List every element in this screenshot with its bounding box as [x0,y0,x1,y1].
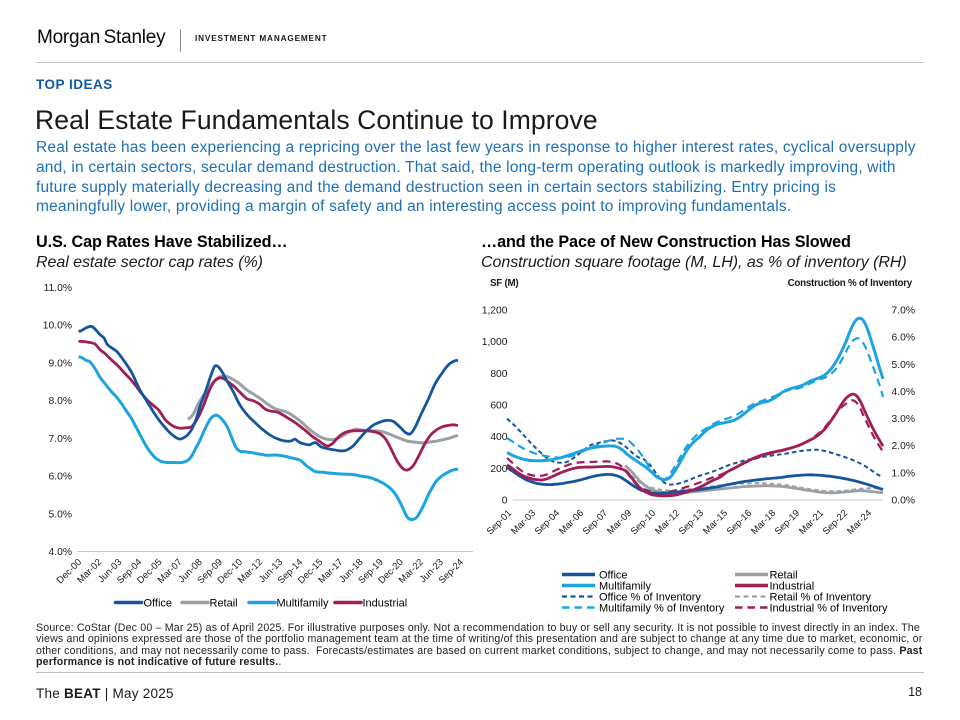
svg-text:400: 400 [490,432,507,443]
svg-text:4.0%: 4.0% [892,387,915,398]
svg-text:Sep-22: Sep-22 [821,508,850,537]
svg-text:Multifamily: Multifamily [277,598,329,610]
svg-text:Mar-12: Mar-12 [653,508,682,537]
svg-text:Sep-07: Sep-07 [581,508,610,537]
svg-text:6.0%: 6.0% [49,472,72,483]
svg-text:4.0%: 4.0% [49,547,72,558]
svg-text:9.0%: 9.0% [49,358,72,369]
svg-text:Mar-21: Mar-21 [797,508,826,537]
svg-text:Mar-15: Mar-15 [701,508,730,537]
svg-text:Sep-01: Sep-01 [485,508,514,537]
svg-text:7.0%: 7.0% [49,434,72,445]
svg-text:1.0%: 1.0% [892,468,915,479]
svg-text:Mar-06: Mar-06 [557,508,586,537]
svg-text:11.0%: 11.0% [44,283,72,294]
svg-text:1,200: 1,200 [482,306,508,317]
svg-text:Mar-09: Mar-09 [605,508,634,537]
svg-text:Office: Office [144,598,173,610]
svg-text:Industrial: Industrial [770,581,815,593]
svg-text:Construction % of Inventory: Construction % of Inventory [788,278,913,289]
svg-text:0: 0 [502,496,508,507]
svg-text:5.0%: 5.0% [49,509,72,520]
svg-text:Sep-19: Sep-19 [773,508,802,537]
svg-text:6.0%: 6.0% [892,333,915,344]
svg-text:7.0%: 7.0% [892,306,915,317]
svg-text:Multifamily: Multifamily [599,581,651,593]
svg-text:Industrial: Industrial [363,598,408,610]
svg-text:Mar-03: Mar-03 [509,508,538,537]
svg-text:Mar-24: Mar-24 [845,508,874,537]
svg-text:SF (M): SF (M) [490,278,518,289]
svg-text:600: 600 [490,401,507,412]
svg-text:200: 200 [490,464,507,475]
svg-text:Retail % of Inventory: Retail % of Inventory [770,592,872,604]
svg-text:1,000: 1,000 [482,337,508,348]
svg-text:Sep-04: Sep-04 [533,508,562,537]
svg-text:Sep-16: Sep-16 [725,508,754,537]
svg-text:Office % of Inventory: Office % of Inventory [599,592,701,604]
svg-text:Sep-13: Sep-13 [677,508,706,537]
svg-text:Sep-10: Sep-10 [629,508,658,537]
svg-text:800: 800 [490,369,507,380]
svg-text:Mar-18: Mar-18 [749,508,778,537]
svg-text:10.0%: 10.0% [43,321,72,332]
svg-text:Multifamily % of Inventory: Multifamily % of Inventory [599,603,725,615]
svg-text:Industrial % of Inventory: Industrial % of Inventory [770,603,889,615]
svg-text:2.0%: 2.0% [892,441,915,452]
svg-text:3.0%: 3.0% [892,414,915,425]
svg-text:Office: Office [599,570,628,582]
svg-text:8.0%: 8.0% [49,396,72,407]
svg-text:Retail: Retail [770,570,798,582]
svg-text:5.0%: 5.0% [892,360,915,371]
svg-text:Retail: Retail [210,598,238,610]
svg-text:0.0%: 0.0% [892,496,915,507]
